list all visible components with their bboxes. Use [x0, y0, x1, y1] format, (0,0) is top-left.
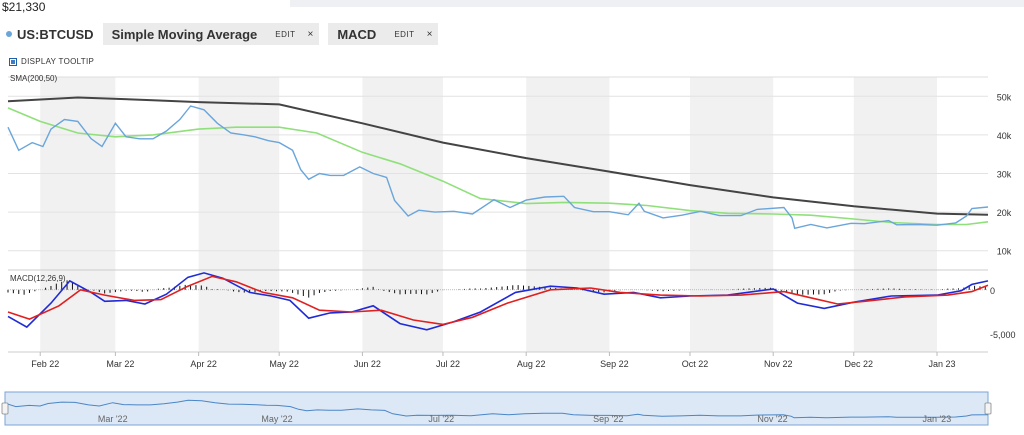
month-band	[198, 77, 280, 352]
edit-sma-button[interactable]: EDIT	[275, 29, 296, 39]
month-band	[853, 77, 937, 352]
axis-labels: 10k 20k 30k 40k 50k 0 -5,000 Feb 22 Mar 22 Apr 22…	[31, 92, 1015, 369]
macd-histogram	[7, 280, 988, 298]
y-tick-label: 20k	[997, 208, 1012, 218]
signal-line	[7, 275, 989, 326]
navigator-handle[interactable]	[984, 402, 992, 415]
macd-line	[7, 272, 989, 331]
close-icon[interactable]: ×	[426, 28, 433, 40]
edit-macd-button[interactable]: EDIT	[394, 29, 415, 39]
sma-200-line	[7, 96, 989, 216]
indicator-chip-macd: MACD EDIT ×	[328, 23, 439, 45]
month-band	[362, 77, 443, 352]
navigator-label: Sep '22	[593, 414, 623, 424]
grid-lines	[8, 76, 988, 353]
display-tooltip-toggle[interactable]: DISPLAY TOOLTIP	[9, 57, 94, 66]
y-tick-label: 10k	[997, 247, 1012, 257]
navigator-label: Nov '22	[757, 414, 787, 424]
checkbox-icon[interactable]	[9, 57, 17, 66]
x-tick-label: Dec 22	[844, 359, 873, 369]
navigator: Mar '22 May '22 Jul '22 Sep '22 Nov '22 Jan '…	[1, 391, 992, 426]
x-tick-label: Apr 22	[190, 359, 217, 369]
x-tick-label: Jun 22	[354, 359, 381, 369]
series-dot-icon	[6, 31, 12, 37]
x-tick-label: May 22	[269, 359, 299, 369]
close-icon[interactable]: ×	[307, 28, 314, 40]
x-tick-label: Sep 22	[600, 359, 629, 369]
series-lines	[7, 96, 989, 331]
x-tick-label: Mar 22	[106, 359, 134, 369]
navigator-series	[4, 399, 989, 419]
navigator-label: Mar '22	[98, 414, 128, 424]
x-tick-label: Nov 22	[764, 359, 793, 369]
y-tick-label: 50k	[997, 92, 1012, 102]
price-line	[7, 105, 989, 230]
month-band	[526, 77, 610, 352]
symbol-legend[interactable]: US:BTCUSD	[6, 27, 94, 42]
indicator-label: Simple Moving Average	[111, 26, 258, 42]
navigator-label: May '22	[261, 414, 292, 424]
x-tick-label: Jan 23	[928, 359, 955, 369]
month-bands	[40, 77, 937, 352]
macd-tick-label: 0	[990, 286, 995, 296]
navigator-handle[interactable]	[1, 402, 9, 415]
month-band	[40, 77, 116, 352]
chart-toolbar: US:BTCUSD Simple Moving Average EDIT × M…	[0, 23, 439, 45]
navigator-window[interactable]	[4, 391, 989, 426]
macd-panel-title: MACD(12,26,9)	[10, 274, 66, 283]
y-tick-label: 30k	[997, 170, 1012, 180]
price-panel-title: SMA(200,50)	[10, 74, 57, 83]
x-tick-label: Feb 22	[31, 359, 59, 369]
navigator-label: Jul '22	[428, 414, 454, 424]
indicator-label: MACD	[337, 26, 377, 42]
current-price: $21,330	[2, 0, 46, 14]
top-scroll-strip	[290, 0, 1024, 7]
indicator-chip-sma: Simple Moving Average EDIT ×	[102, 23, 320, 45]
sma-50-line	[7, 107, 989, 226]
navigator-label: Jan '23	[922, 414, 951, 424]
symbol-label: US:BTCUSD	[17, 26, 94, 42]
x-tick-label: Aug 22	[517, 359, 546, 369]
x-tick-label: Jul 22	[436, 359, 460, 369]
y-tick-label: 40k	[997, 131, 1012, 141]
macd-tick-label: -5,000	[990, 330, 1016, 340]
tooltip-label: DISPLAY TOOLTIP	[21, 57, 95, 66]
x-tick-label: Oct 22	[682, 359, 709, 369]
